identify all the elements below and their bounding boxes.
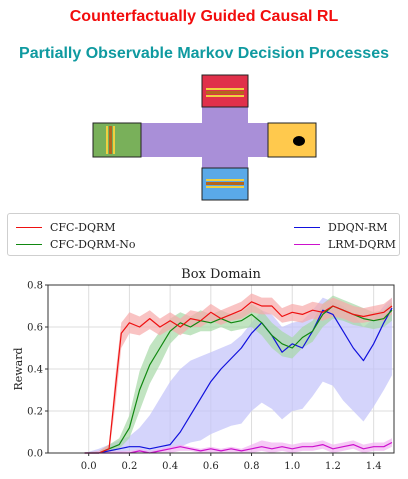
series-lines [84,301,393,454]
y-tick-label: 0.8 [27,281,43,292]
legend-swatch-cfc-dqrm-no [16,244,42,245]
agent-marker [293,136,305,146]
room-bottom-stripe-3 [206,186,244,188]
band-cfc-dqrm [84,293,392,453]
room-top-stripe-brown [206,91,244,94]
confidence-bands [84,293,392,453]
axis-ticks: 0.0 0.2 0.4 0.6 0.8 1.0 1.2 1.4 0.0 0.2 0.4 0.6 0.8 [27,281,382,473]
box-domain-map [92,74,317,201]
corridor-vertical [202,106,248,174]
legend-item-cfc-dqrm: CFC-DQRM [16,221,116,234]
legend-item-lrm-dqrm: LRM-DQRM [294,238,396,251]
legend-label-cfc-dqrm: CFC-DQRM [50,221,116,234]
y-axis-label: Reward [12,347,25,390]
room-top-stripe-yellow-2 [206,95,244,97]
line-ddqn-rm [84,307,393,454]
legend-swatch-lrm-dqrm [294,244,320,245]
room-left-stripe-1 [106,126,108,154]
figure-subtitle: Partially Observable Markov Decision Pro… [19,45,389,62]
x-tick-label: 1.0 [284,461,300,472]
x-tick-label: 0.6 [203,461,219,472]
x-tick-label: 0.8 [244,461,260,472]
room-right [267,122,317,158]
chart-title: Box Domain [181,267,261,282]
x-tick-label: 0.0 [81,461,97,472]
legend-item-cfc-dqrm-no: CFC-DQRM-No [16,238,136,251]
line-cfc-dqrm [84,301,393,454]
x-tick-label: 1.2 [325,461,341,472]
legend: CFC-DQRM CFC-DQRM-No DDQN-RM LRM-DQRM [7,213,400,256]
band-lrm-dqrm [84,438,392,453]
band-cfc-dqrm-no [84,295,392,453]
line-lrm-dqrm [84,441,393,454]
room-left-stripe-2 [109,126,112,154]
room-left-stripe-3 [113,126,115,154]
y-tick-label: 0.2 [27,407,43,418]
figure-title: Counterfactually Guided Causal RL [69,8,339,25]
x-tick-label: 0.2 [121,461,137,472]
legend-label-ddqn-rm: DDQN-RM [328,221,388,234]
legend-swatch-ddqn-rm [294,227,320,228]
x-tick-label: 1.4 [366,461,382,472]
legend-item-ddqn-rm: DDQN-RM [294,221,388,234]
reward-chart: Box Domain 0.0 0.2 0.4 0.6 0.8 1.0 1.2 1.40.00.… [12,267,395,473]
y-tick-label: 0.6 [27,323,43,334]
x-tick-label: 0.4 [162,461,178,472]
legend-label-lrm-dqrm: LRM-DQRM [328,238,396,251]
room-bottom-stripe-2 [206,182,244,185]
y-tick-label: 0.0 [27,449,43,460]
room-top-stripe-yellow-1 [206,88,244,90]
y-tick-label: 0.4 [27,365,43,376]
legend-swatch-cfc-dqrm [16,227,42,228]
room-left [92,122,142,158]
legend-label-cfc-dqrm-no: CFC-DQRM-No [50,238,136,251]
room-bottom-stripe-1 [206,179,244,181]
